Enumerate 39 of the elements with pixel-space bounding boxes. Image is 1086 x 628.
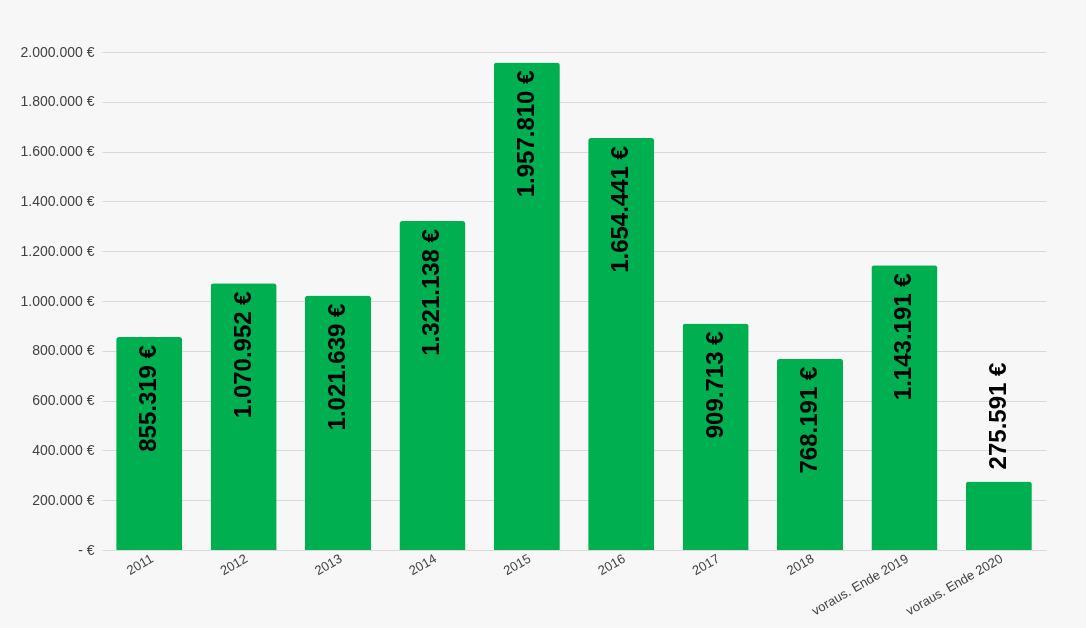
data-label: 1.654.441 € <box>606 146 634 273</box>
y-tick-label: - € <box>78 541 95 558</box>
bar <box>965 481 1032 550</box>
data-label: 909.713 € <box>700 331 728 439</box>
bar <box>776 358 844 550</box>
data-label: 1.143.191 € <box>889 273 917 401</box>
y-tick-label: 600.000 € <box>32 392 95 409</box>
bar <box>493 62 560 550</box>
x-tick-label: 2011 <box>123 550 156 578</box>
bar <box>682 323 749 550</box>
data-label: 275.591 € <box>983 362 1011 470</box>
x-tick-label: 2018 <box>783 550 817 579</box>
data-label: 1.957.810 € <box>511 70 539 198</box>
x-tick-label: 2013 <box>311 550 345 579</box>
data-label: 1.070.952 € <box>228 291 256 419</box>
y-tick-label: 1.200.000 € <box>20 242 95 259</box>
y-tick-label: 2.000.000 € <box>20 43 95 60</box>
x-tick-label: 2017 <box>689 550 723 579</box>
data-label: 1.021.639 € <box>323 303 350 431</box>
y-tick-label: 1.800.000 € <box>20 93 95 110</box>
bar <box>304 295 372 550</box>
y-tick-label: 200.000 € <box>32 491 95 508</box>
bar <box>871 265 938 550</box>
data-label: 768.191 € <box>795 366 822 474</box>
y-tick-label: 1.000.000 € <box>20 292 95 309</box>
bar <box>588 138 655 550</box>
y-tick-label: 400.000 € <box>32 441 95 458</box>
y-tick-label: 1.400.000 € <box>20 192 95 209</box>
bar <box>210 283 277 550</box>
x-tick-label: 2014 <box>406 550 439 579</box>
x-tick-label: 2015 <box>500 550 534 579</box>
bar <box>399 221 466 550</box>
x-tick-label: 2012 <box>217 550 251 579</box>
x-tick-label: 2016 <box>595 550 628 579</box>
data-label: 1.321.138 € <box>417 229 445 356</box>
y-tick-label: 1.600.000 € <box>20 143 95 160</box>
data-label: 855.319 € <box>134 345 162 452</box>
y-tick-label: 800.000 € <box>32 342 95 359</box>
bar <box>116 337 183 550</box>
